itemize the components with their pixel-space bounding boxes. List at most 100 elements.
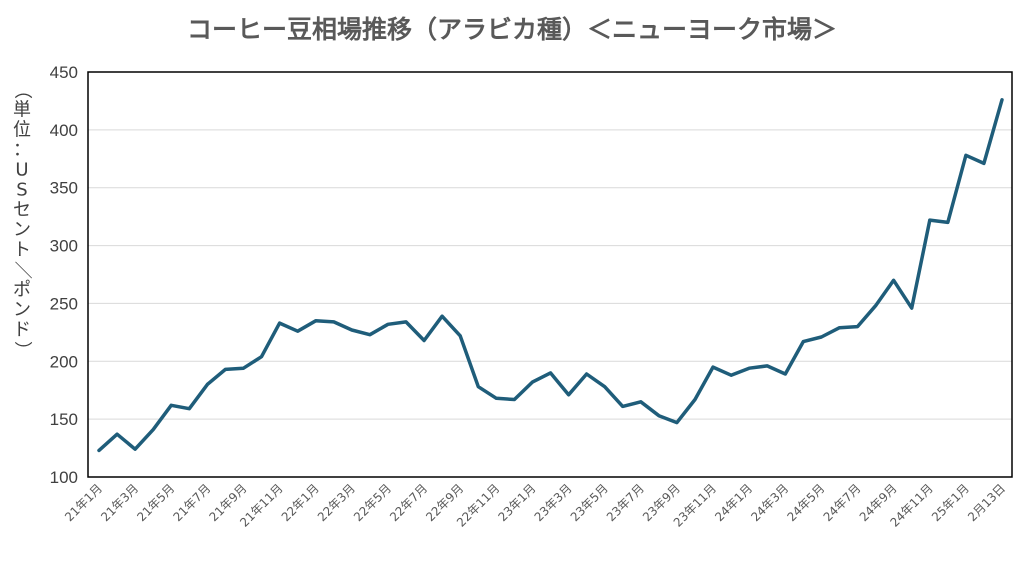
data-point bbox=[440, 314, 444, 318]
y-tick-label: 400 bbox=[50, 121, 78, 140]
data-point bbox=[404, 320, 408, 324]
data-point bbox=[242, 366, 246, 370]
y-axis-label-char: セ bbox=[13, 200, 31, 221]
y-axis-label-char: ： bbox=[13, 140, 31, 161]
x-tick-label: 23年7月 bbox=[604, 481, 647, 524]
x-tick-label: 24年3月 bbox=[748, 481, 791, 524]
y-tick-label: 100 bbox=[50, 468, 78, 487]
y-axis: 100 150 200 250 300 350 400 450 bbox=[50, 63, 78, 487]
y-tick-label: 200 bbox=[50, 352, 78, 371]
x-tick-label: 25年1月 bbox=[929, 481, 972, 524]
data-point bbox=[801, 340, 805, 344]
data-point bbox=[838, 326, 842, 330]
data-point bbox=[910, 306, 914, 310]
y-axis-label-char: ／ bbox=[12, 261, 33, 279]
x-tick-label: 23年1月 bbox=[495, 481, 538, 524]
x-tick-label: 24年5月 bbox=[784, 481, 827, 524]
data-point bbox=[693, 398, 697, 402]
y-tick-label: 150 bbox=[50, 410, 78, 429]
x-tick-label: 2月13日 bbox=[965, 481, 1008, 524]
y-axis-label-char: ポ bbox=[13, 280, 31, 301]
data-point bbox=[765, 364, 769, 368]
y-axis-label-char: U bbox=[15, 160, 28, 181]
data-point bbox=[892, 278, 896, 282]
data-point bbox=[567, 393, 571, 397]
y-axis-label-char: ド bbox=[13, 320, 31, 341]
series-line bbox=[97, 98, 1004, 453]
y-tick-label: 300 bbox=[50, 237, 78, 256]
data-point bbox=[874, 304, 878, 308]
x-tick-label: 21年3月 bbox=[98, 481, 141, 524]
x-tick-label: 21年5月 bbox=[134, 481, 177, 524]
y-axis-label-char: ト bbox=[13, 240, 31, 261]
data-point bbox=[747, 366, 751, 370]
y-axis-label-char: 単 bbox=[13, 100, 31, 121]
x-tick-label: 22年7月 bbox=[387, 481, 430, 524]
data-point bbox=[260, 355, 264, 359]
y-tick-label: 450 bbox=[50, 63, 78, 82]
data-point bbox=[1000, 98, 1004, 102]
data-point bbox=[296, 329, 300, 333]
data-point bbox=[458, 334, 462, 338]
x-tick-label: 21年7月 bbox=[170, 481, 213, 524]
data-point bbox=[711, 365, 715, 369]
y-tick-label: 350 bbox=[50, 179, 78, 198]
data-point bbox=[928, 218, 932, 222]
plot-area bbox=[87, 71, 1013, 478]
data-point bbox=[549, 371, 553, 375]
data-point bbox=[657, 414, 661, 418]
x-tick-label: 24年1月 bbox=[712, 481, 755, 524]
data-point bbox=[133, 447, 137, 451]
x-tick-label: 23年5月 bbox=[568, 481, 611, 524]
data-point bbox=[151, 428, 155, 432]
data-point bbox=[169, 403, 173, 407]
data-point bbox=[350, 328, 354, 332]
x-tick-label: 24年7月 bbox=[821, 481, 864, 524]
data-point bbox=[422, 339, 426, 343]
x-axis: 21年1月21年3月21年5月21年7月21年9月21年11月22年1月22年3… bbox=[62, 481, 1008, 529]
data-point bbox=[530, 380, 534, 384]
y-tick-label: 250 bbox=[50, 294, 78, 313]
grid-lines bbox=[88, 129, 1012, 420]
y-axis-label-char: ン bbox=[13, 300, 31, 321]
data-point bbox=[675, 421, 679, 425]
data-point bbox=[946, 220, 950, 224]
data-point bbox=[476, 385, 480, 389]
x-tick-label: 23年3月 bbox=[532, 481, 575, 524]
x-tick-label: 22年3月 bbox=[315, 481, 358, 524]
x-tick-label: 21年1月 bbox=[62, 481, 105, 524]
data-point bbox=[964, 153, 968, 157]
data-points bbox=[97, 98, 1004, 453]
data-point bbox=[314, 319, 318, 323]
data-point bbox=[982, 161, 986, 165]
x-tick-label: 22年1月 bbox=[279, 481, 322, 524]
data-point bbox=[819, 335, 823, 339]
data-point bbox=[639, 400, 643, 404]
data-point bbox=[783, 372, 787, 376]
y-axis-label-char: ） bbox=[12, 341, 33, 359]
data-point bbox=[386, 322, 390, 326]
data-point bbox=[512, 398, 516, 402]
y-axis-label-char: （ bbox=[12, 81, 33, 99]
data-point bbox=[585, 372, 589, 376]
data-point bbox=[205, 382, 209, 386]
data-point bbox=[603, 385, 607, 389]
y-axis-label-char: ン bbox=[13, 220, 31, 241]
x-tick-label: 22年5月 bbox=[351, 481, 394, 524]
data-point bbox=[856, 325, 860, 329]
y-axis-label-char: 位 bbox=[13, 120, 31, 141]
data-point bbox=[97, 448, 101, 452]
data-point bbox=[368, 333, 372, 337]
data-point bbox=[115, 432, 119, 436]
data-point bbox=[332, 320, 336, 324]
data-point bbox=[494, 396, 498, 400]
data-point bbox=[278, 321, 282, 325]
data-point bbox=[223, 367, 227, 371]
y-axis-label-char: S bbox=[16, 180, 27, 201]
data-point bbox=[187, 407, 191, 411]
data-point bbox=[621, 404, 625, 408]
data-point bbox=[729, 373, 733, 377]
chart-title: コーヒー豆相場推移（アラビカ種）＜ニューヨーク市場＞ bbox=[187, 15, 837, 44]
